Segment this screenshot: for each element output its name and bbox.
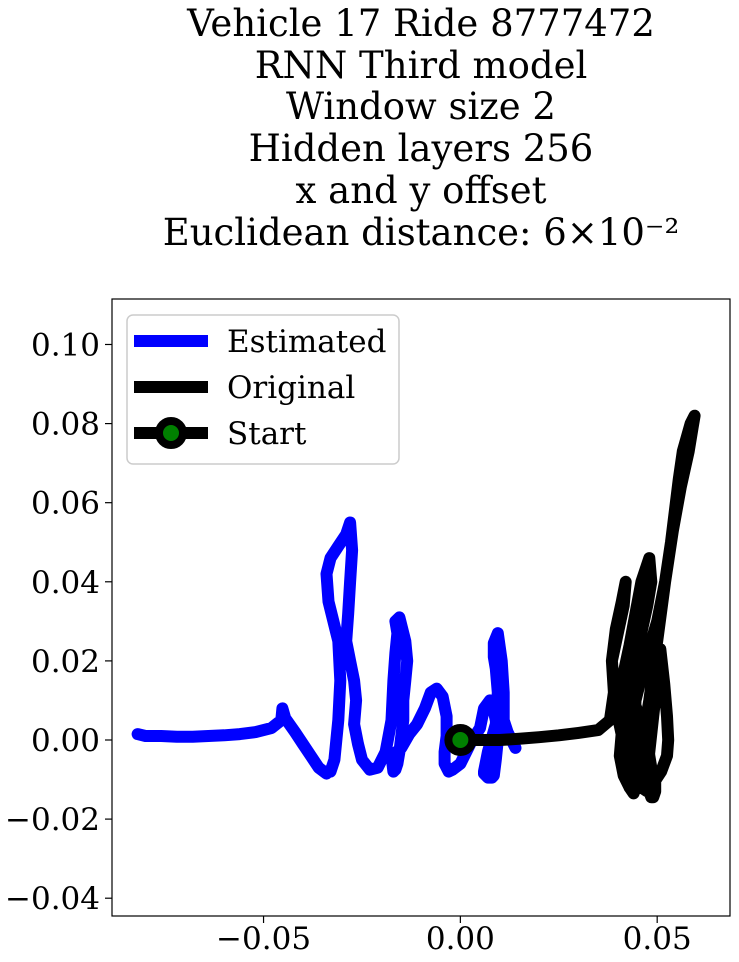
y-tick-label: 0.06 (31, 486, 100, 522)
legend-label-original: Original (227, 370, 355, 406)
y-tick-label: 0.00 (31, 723, 100, 759)
legend-label-start: Start (227, 416, 307, 452)
y-tick-label: 0.04 (31, 565, 100, 601)
y-tick-label: 0.02 (31, 644, 100, 680)
x-tick-label: 0.05 (623, 921, 692, 957)
series-line-estimated (131, 516, 522, 784)
legend-frame (126, 314, 400, 465)
y-tick-label: −0.04 (5, 881, 100, 917)
title-line-5: x and y offset (296, 169, 547, 212)
title-line-4: Hidden layers 256 (249, 127, 594, 170)
series-line-original (454, 409, 701, 804)
x-tick-label: 0.00 (426, 921, 495, 957)
legend-label-estimated: Estimated (227, 324, 386, 360)
legend: Estimated Original Start (126, 314, 400, 465)
y-tick-label: −0.02 (5, 802, 100, 838)
y-tick-label: 0.10 (31, 327, 100, 363)
y-axis: −0.04 −0.02 0.00 0.02 0.04 0.06 0.08 0.10 (5, 327, 112, 917)
x-axis: −0.05 0.00 0.05 (216, 916, 692, 957)
plot-area-frame (111, 298, 731, 917)
title-line-1: Vehicle 17 Ride 8777472 (186, 2, 655, 45)
title-line-2: RNN Third model (255, 44, 588, 87)
title-line-3: Window size 2 (286, 85, 556, 128)
y-tick-label: 0.08 (31, 407, 100, 443)
legend-start-marker (155, 417, 187, 449)
chart-title: Vehicle 17 Ride 8777472 RNN Third model … (163, 2, 680, 254)
series-layer (131, 409, 701, 804)
title-line-6: Euclidean distance: 6×10⁻² (163, 211, 680, 254)
x-tick-label: −0.05 (216, 921, 311, 957)
start-point-marker (444, 723, 477, 756)
